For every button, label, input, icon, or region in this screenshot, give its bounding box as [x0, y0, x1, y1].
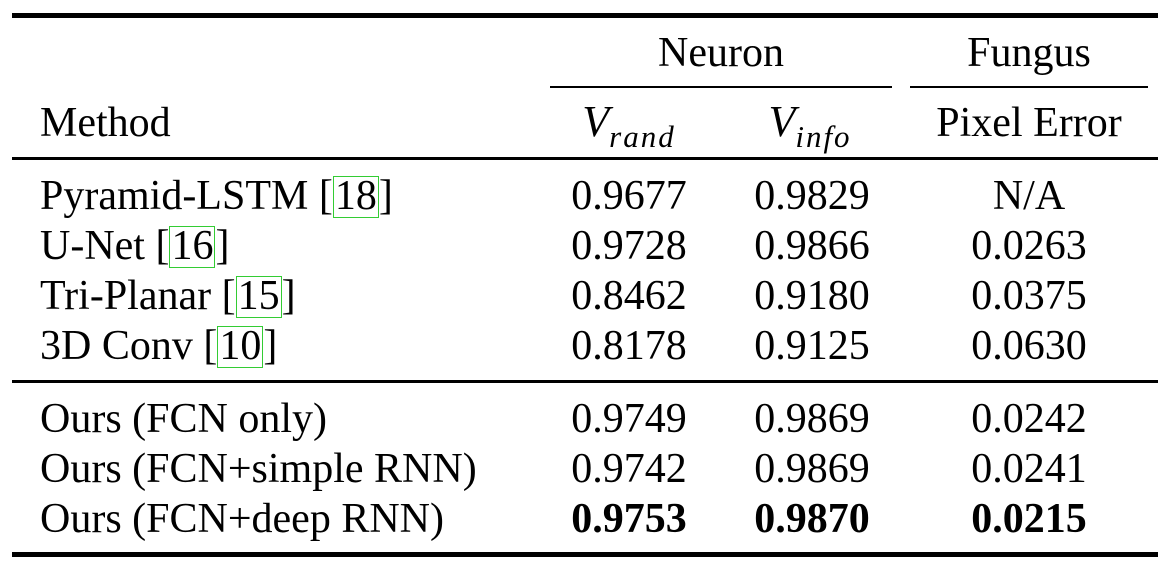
header-pixel-error: Pixel Error	[936, 100, 1122, 146]
row-5-vrand: 0.9742	[571, 446, 687, 492]
bracket-close: ]	[215, 223, 230, 269]
header-method: Method	[40, 100, 171, 146]
method-name: 3D Conv [	[40, 323, 218, 369]
row-0-vinfo: 0.9829	[754, 173, 870, 219]
row-3-vinfo: 0.9125	[754, 323, 870, 369]
row-3-pixel-error: 0.0630	[971, 323, 1087, 369]
row-2-vrand: 0.8462	[571, 273, 687, 319]
v-rand-subscript: rand	[609, 118, 676, 154]
row-5-method: Ours (FCN+simple RNN)	[40, 446, 477, 492]
method-name: U-Net [	[40, 223, 170, 269]
row-1-pixel-error: 0.0263	[971, 223, 1087, 269]
bracket-close: ]	[281, 273, 296, 319]
row-5-vinfo: 0.9869	[754, 446, 870, 492]
header-neuron: Neuron	[658, 30, 784, 76]
citation-link[interactable]: 18	[332, 173, 379, 219]
row-6-pixel-error: 0.0215	[971, 496, 1087, 542]
group-separator-rule	[12, 380, 1158, 383]
method-name: Tri-Planar [	[40, 273, 236, 319]
citation-link[interactable]: 16	[169, 223, 216, 269]
row-2-method: Tri-Planar [15]	[40, 275, 296, 318]
row-2-vinfo: 0.9180	[754, 273, 870, 319]
row-4-method: Ours (FCN only)	[40, 396, 328, 442]
header-rule	[12, 157, 1158, 160]
bottom-rule	[12, 552, 1158, 557]
citation-link[interactable]: 15	[235, 273, 282, 319]
row-0-vrand: 0.9677	[571, 173, 687, 219]
row-5-pixel-error: 0.0241	[971, 446, 1087, 492]
header-fungus: Fungus	[967, 30, 1091, 76]
neuron-cmidrule	[550, 86, 892, 88]
row-6-vinfo: 0.9870	[754, 496, 870, 542]
row-4-vinfo: 0.9869	[754, 396, 870, 442]
citation-link[interactable]: 10	[217, 323, 264, 369]
row-1-vrand: 0.9728	[571, 223, 687, 269]
row-0-pixel-error: N/A	[992, 173, 1066, 219]
v-rand-base: V	[582, 97, 610, 146]
row-4-vrand: 0.9749	[571, 396, 687, 442]
row-4-pixel-error: 0.0242	[971, 396, 1087, 442]
bracket-close: ]	[263, 323, 278, 369]
row-6-method: Ours (FCN+deep RNN)	[40, 496, 444, 542]
header-v-info: Vinfo	[768, 100, 851, 152]
fungus-cmidrule	[910, 86, 1148, 88]
v-info-subscript: info	[795, 118, 852, 154]
row-2-pixel-error: 0.0375	[971, 273, 1087, 319]
header-v-rand: Vrand	[582, 100, 675, 152]
row-0-method: Pyramid-LSTM [18]	[40, 175, 393, 218]
row-1-vinfo: 0.9866	[754, 223, 870, 269]
row-1-method: U-Net [16]	[40, 225, 229, 268]
row-3-vrand: 0.8178	[571, 323, 687, 369]
v-info-base: V	[768, 97, 796, 146]
method-name: Pyramid-LSTM [	[40, 173, 333, 219]
row-3-method: 3D Conv [10]	[40, 325, 277, 368]
row-6-vrand: 0.9753	[571, 496, 687, 542]
top-rule	[12, 13, 1158, 18]
bracket-close: ]	[378, 173, 393, 219]
